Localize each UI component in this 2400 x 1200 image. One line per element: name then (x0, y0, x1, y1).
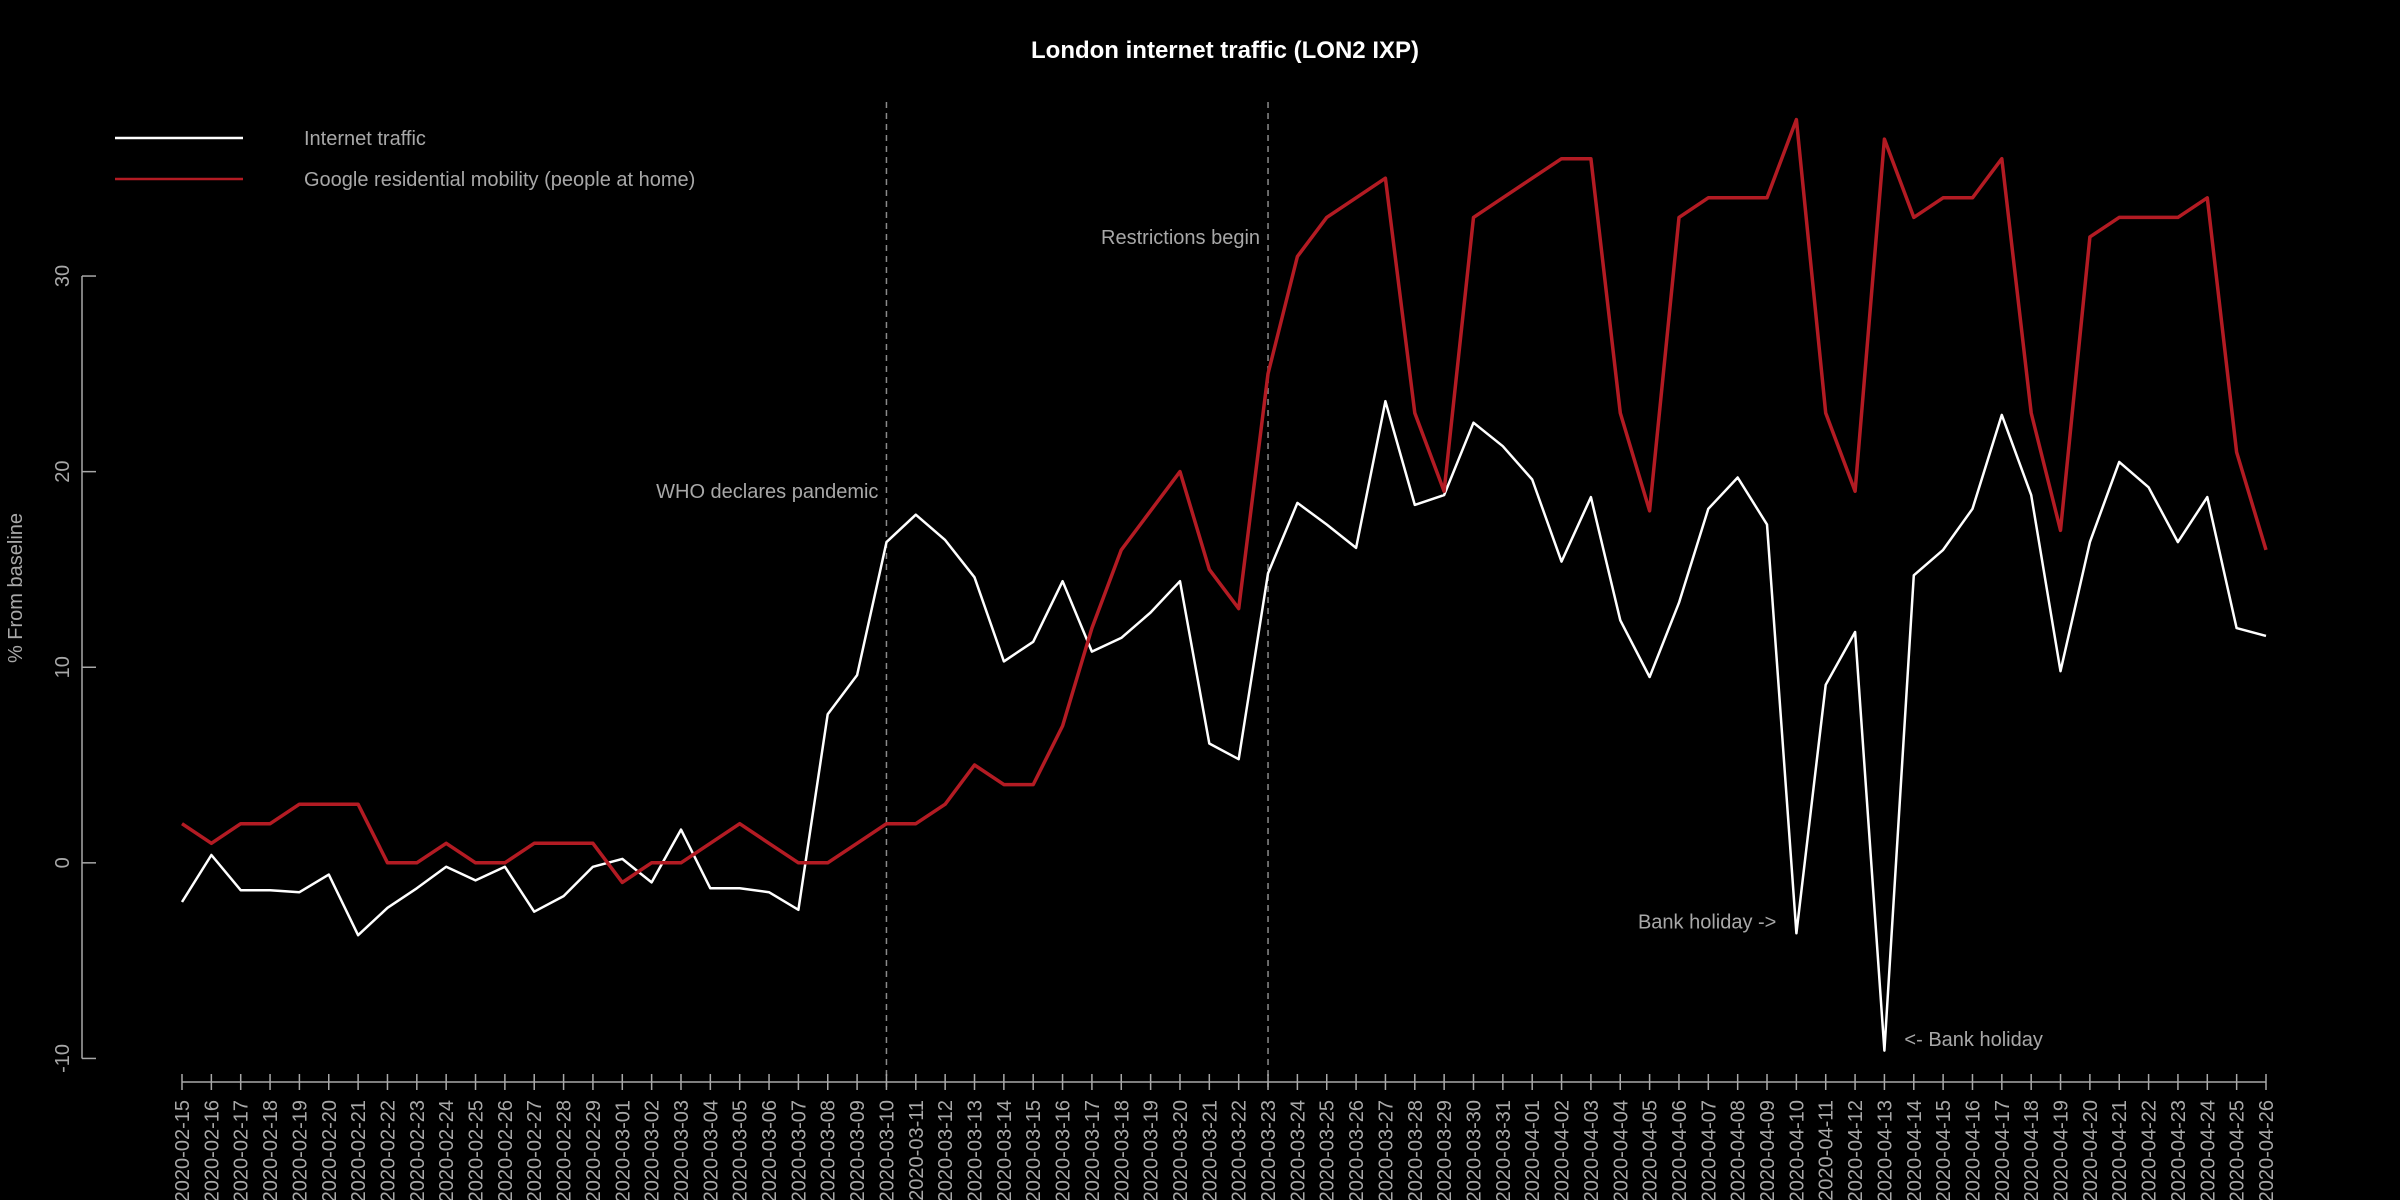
x-tick-label: 2020-03-25 (1317, 1100, 1339, 1200)
x-axis: 2020-02-15 2020-02-16 2020-02-17 2020-02-18… (172, 1074, 2278, 1200)
x-tick-label: 2020-03-13 (965, 1100, 987, 1200)
y-tick-label: 0 (52, 857, 74, 868)
x-tick-label: 2020-03-28 (1405, 1100, 1427, 1200)
x-tick-label: 2020-02-22 (378, 1100, 400, 1200)
x-tick-label: 2020-03-12 (935, 1100, 957, 1200)
x-tick-label: 2020-02-27 (524, 1100, 546, 1200)
x-tick-label: 2020-04-15 (1933, 1100, 1955, 1200)
x-tick-label: 2020-04-13 (1874, 1100, 1896, 1200)
y-tick-label: 30 (52, 265, 74, 287)
x-tick-label: 2020-03-20 (1170, 1100, 1192, 1200)
x-tick-label: 2020-02-28 (554, 1100, 576, 1200)
x-tick-label: 2020-03-08 (818, 1100, 840, 1200)
x-tick-label: 2020-02-24 (436, 1100, 458, 1200)
x-tick-label: 2020-04-20 (2080, 1100, 2102, 1200)
x-tick-label: 2020-03-07 (788, 1100, 810, 1200)
x-tick-label: 2020-03-05 (730, 1100, 752, 1200)
x-tick-label: 2020-03-29 (1434, 1100, 1456, 1200)
x-tick-label: 2020-04-19 (2051, 1100, 2073, 1200)
x-tick-label: 2020-02-26 (495, 1100, 517, 1200)
x-tick-label: 2020-03-17 (1082, 1100, 1104, 1200)
x-tick-label: 2020-04-16 (1963, 1100, 1985, 1200)
x-tick-label: 2020-03-09 (847, 1100, 869, 1200)
x-tick-label: 2020-04-17 (1992, 1100, 2014, 1200)
x-tick-label: 2020-04-01 (1522, 1100, 1544, 1200)
y-tick-label: 20 (52, 461, 74, 483)
x-tick-label: 2020-03-30 (1464, 1100, 1486, 1200)
x-tick-label: 2020-04-18 (2021, 1100, 2043, 1200)
legend: Internet traffic Google residential mobil… (115, 128, 695, 191)
x-tick-label: 2020-02-16 (201, 1100, 223, 1200)
x-tick-label: 2020-03-31 (1493, 1100, 1515, 1200)
x-tick-label: 2020-03-27 (1375, 1100, 1397, 1200)
x-tick-label: 2020-02-15 (172, 1100, 194, 1200)
x-tick-label: 2020-03-11 (906, 1100, 928, 1200)
x-tick-label: 2020-03-04 (700, 1100, 722, 1200)
x-tick-label: 2020-04-12 (1845, 1100, 1867, 1200)
x-tick-label: 2020-04-02 (1552, 1100, 1574, 1200)
x-tick-label: 2020-04-08 (1728, 1100, 1750, 1200)
x-tick-label: 2020-02-19 (289, 1100, 311, 1200)
x-tick-label: 2020-04-06 (1669, 1100, 1691, 1200)
x-tick-label: 2020-03-03 (671, 1100, 693, 1200)
x-tick-label: 2020-02-21 (348, 1100, 370, 1200)
x-tick-label: 2020-04-26 (2256, 1100, 2278, 1200)
x-tick-label: 2020-02-25 (466, 1100, 488, 1200)
x-tick-label: 2020-02-18 (260, 1100, 282, 1200)
x-tick-label: 2020-03-01 (612, 1100, 634, 1200)
x-tick-label: 2020-03-02 (642, 1100, 664, 1200)
x-tick-label: 2020-02-20 (319, 1100, 341, 1200)
x-tick-label: 2020-03-22 (1229, 1100, 1251, 1200)
x-tick-label: 2020-04-05 (1640, 1100, 1662, 1200)
x-tick-label: 2020-03-26 (1346, 1100, 1368, 1200)
annotation-3: Bank holiday -> (1638, 912, 1776, 934)
chart-title: London internet traffic (LON2 IXP) (1031, 37, 1419, 64)
x-tick-label: 2020-04-10 (1786, 1100, 1808, 1200)
x-tick-label: 2020-04-07 (1698, 1100, 1720, 1200)
x-tick-label: 2020-02-29 (583, 1100, 605, 1200)
x-tick-label: 2020-04-22 (2139, 1100, 2161, 1200)
y-axis: -10 0 10 20 30 (52, 265, 96, 1073)
x-tick-label: 2020-02-23 (407, 1100, 429, 1200)
y-tick-label: 10 (52, 656, 74, 678)
internet-traffic-line (180, 399, 2267, 1052)
annotation-4: <- Bank holiday (1904, 1029, 2042, 1051)
annotation-2: Restrictions begin (1101, 227, 1260, 249)
x-tick-label: 2020-03-18 (1111, 1100, 1133, 1200)
series-lines (180, 117, 2268, 1052)
x-tick-label: 2020-04-04 (1610, 1100, 1632, 1200)
x-tick-label: 2020-04-25 (2227, 1100, 2249, 1200)
x-tick-label: 2020-04-24 (2197, 1100, 2219, 1200)
legend-label-2: Google residential mobility (people at h… (304, 169, 695, 191)
y-axis-label: % From baseline (5, 513, 27, 663)
x-tick-label: 2020-03-14 (994, 1100, 1016, 1200)
annotations: WHO declares pandemic Restrictions begin B… (656, 227, 2043, 1051)
legend-label-1: Internet traffic (304, 128, 426, 150)
x-tick-label: 2020-04-03 (1581, 1100, 1603, 1200)
residential-mobility-line (181, 117, 2268, 885)
x-tick-label: 2020-04-11 (1816, 1100, 1838, 1200)
x-tick-label: 2020-03-16 (1053, 1100, 1075, 1200)
annotation-1: WHO declares pandemic (656, 481, 878, 503)
x-tick-label: 2020-04-23 (2168, 1100, 2190, 1200)
x-tick-label: 2020-03-10 (877, 1100, 899, 1200)
x-tick-label: 2020-03-15 (1023, 1100, 1045, 1200)
x-tick-label: 2020-03-23 (1258, 1100, 1280, 1200)
x-tick-label: 2020-04-21 (2109, 1100, 2131, 1200)
x-tick-label: 2020-03-21 (1199, 1100, 1221, 1200)
x-tick-label: 2020-03-24 (1287, 1100, 1309, 1200)
y-tick-label: -10 (52, 1044, 74, 1073)
x-tick-label: 2020-03-06 (759, 1100, 781, 1200)
x-tick-label: 2020-02-17 (231, 1100, 253, 1200)
x-tick-label: 2020-04-09 (1757, 1100, 1779, 1200)
x-tick-label: 2020-03-19 (1141, 1100, 1163, 1200)
x-tick-label: 2020-04-14 (1904, 1100, 1926, 1200)
